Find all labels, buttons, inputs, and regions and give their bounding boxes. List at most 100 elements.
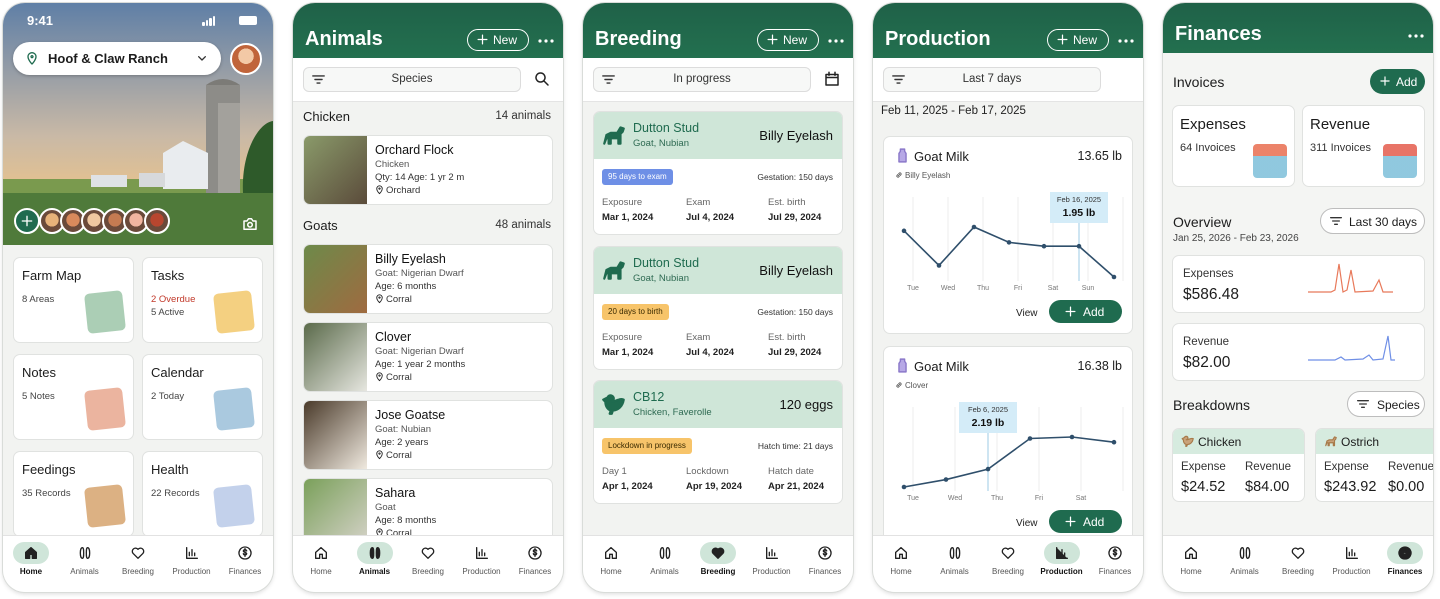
camera-icon-shape (243, 218, 257, 230)
x-tick-label: Thu (977, 285, 989, 292)
pairing-breed: Goat, Nubian (633, 138, 689, 149)
more-menu[interactable] (1118, 38, 1134, 44)
ranch-selector[interactable]: Hoof & Claw Ranch (13, 42, 221, 75)
animal-card[interactable]: Clover Goat: Nigerian Dwarf Age: 1 year 2 … (303, 322, 553, 392)
invoice-tile[interactable]: Expenses 64 Invoices (1172, 105, 1295, 187)
new-button[interactable]: New (467, 29, 529, 51)
new-button[interactable]: New (1047, 29, 1109, 51)
date-range: Feb 11, 2025 - Feb 17, 2025 (881, 105, 1026, 117)
breeding-card[interactable]: Dutton Stud Goat, Nubian Billy Eyelash 20 d… (593, 246, 843, 370)
product-total: 13.65 lb (1077, 149, 1122, 163)
nav-icon[interactable] (1237, 545, 1253, 561)
nav-icon[interactable] (1290, 545, 1306, 561)
menu-dot (834, 39, 838, 43)
screen-title: Breeding (595, 28, 682, 50)
x-tick-label: Tue (907, 285, 919, 292)
data-label: 2.19 lb (972, 417, 1005, 429)
nav-icon[interactable] (420, 545, 436, 561)
calendar-icon[interactable] (823, 70, 841, 88)
nav-icon[interactable] (1344, 545, 1360, 561)
view-link[interactable]: View (1016, 518, 1038, 529)
tile-illustration (213, 387, 255, 431)
breeding-card[interactable]: Dutton Stud Goat, Nubian Billy Eyelash 95 d… (593, 111, 843, 235)
add-button[interactable] (14, 208, 40, 234)
filter-bar[interactable]: Last 7 days (883, 67, 1101, 92)
nav-icon[interactable] (603, 545, 619, 561)
nav-icon[interactable] (23, 545, 39, 561)
nav-icon-shape (528, 546, 542, 560)
period-selector[interactable]: Last 30 days (1320, 208, 1425, 234)
nav-icon-shape (25, 547, 37, 559)
signal-bar (205, 20, 208, 26)
nav-icon[interactable] (1000, 545, 1016, 561)
nav-label: Production (462, 567, 501, 576)
group-selector[interactable]: Species (1347, 391, 1425, 417)
camera-icon[interactable] (241, 215, 259, 233)
bottom-nav: Home Animals Breeding Production Finances (293, 535, 563, 592)
species-header (1173, 429, 1304, 454)
pairing-breed: Goat, Nubian (633, 273, 689, 284)
nav-icon[interactable] (313, 545, 329, 561)
nav-icon[interactable] (367, 545, 383, 561)
nav-icon[interactable] (657, 545, 673, 561)
nav-icon[interactable] (1397, 545, 1413, 561)
nav-icon[interactable] (1054, 545, 1070, 561)
nav-icon[interactable] (817, 545, 833, 561)
nav-icon[interactable] (710, 545, 726, 561)
nav-icon[interactable] (1107, 545, 1123, 561)
nav-label: Production (752, 567, 791, 576)
more-menu[interactable] (828, 38, 844, 44)
nav-icon[interactable] (947, 545, 963, 561)
nav-icon-shape (475, 547, 488, 559)
nav-icon[interactable] (184, 545, 200, 561)
animal-card[interactable]: Jose Goatse Goat: Nubian Age: 2 years Corra… (303, 400, 553, 470)
home-tile[interactable]: Calendar 2 Today (142, 354, 263, 440)
filter-icon-shape (1330, 217, 1342, 225)
add-button[interactable]: Add (1370, 69, 1425, 94)
total-label: Expenses (1183, 268, 1234, 280)
new-button[interactable]: New (757, 29, 819, 51)
x-tick-label: Fri (1014, 285, 1023, 292)
nav-icon[interactable] (893, 545, 909, 561)
animal-icon (602, 394, 625, 415)
pin-icon (27, 52, 37, 65)
home-tile[interactable]: Feedings 35 Records (13, 451, 134, 537)
animal-card[interactable]: Billy Eyelash Goat: Nigerian Dwarf Age: 6 … (303, 244, 553, 314)
nav-icon[interactable] (474, 545, 490, 561)
filter-bar[interactable]: In progress (593, 67, 811, 92)
nav-label: Production (1332, 567, 1371, 576)
animal-icon-shape (603, 261, 625, 280)
nav-icon[interactable] (527, 545, 543, 561)
search-icon[interactable] (533, 70, 551, 88)
total-label: Revenue (1183, 336, 1230, 348)
nav-icon-shape (1185, 547, 1197, 559)
invoice-tile[interactable]: Revenue 311 Invoices (1302, 105, 1425, 187)
series-line (903, 226, 1115, 278)
add-button[interactable]: Add (1049, 300, 1122, 323)
filter-bar[interactable]: Species (303, 67, 521, 92)
nav-icon[interactable] (1183, 545, 1199, 561)
view-link[interactable]: View (1016, 308, 1038, 319)
species-name: Chicken (1198, 435, 1242, 449)
nav-icon[interactable] (130, 545, 146, 561)
more-menu[interactable] (538, 38, 554, 44)
nav-icon-shape (949, 547, 960, 559)
species-header (1316, 429, 1433, 454)
screen-title: Animals (305, 28, 383, 50)
barn (163, 141, 208, 189)
total-amount: $82.00 (1183, 354, 1231, 371)
animal-card[interactable]: Orchard Flock Chicken Qty: 14 Age: 1 yr 2 … (303, 135, 553, 205)
add-button[interactable]: Add (1049, 510, 1122, 533)
home-tile[interactable]: Tasks 2 Overdue 5 Active (142, 257, 263, 343)
home-tile[interactable]: Notes 5 Notes (13, 354, 134, 440)
filter-label: Last 7 days (962, 73, 1022, 85)
profile-avatar[interactable] (230, 43, 262, 75)
home-tile[interactable]: Farm Map 8 Areas (13, 257, 134, 343)
nav-icon[interactable] (764, 545, 780, 561)
tooltip-date: Feb 16, 2025 (1057, 195, 1101, 204)
home-tile[interactable]: Health 22 Records (142, 451, 263, 537)
nav-icon[interactable] (237, 545, 253, 561)
nav-icon[interactable] (77, 545, 93, 561)
breeding-card[interactable]: CB12 Chicken, Faverolle 120 eggs Lockdown i… (593, 380, 843, 504)
more-menu[interactable] (1408, 33, 1424, 39)
